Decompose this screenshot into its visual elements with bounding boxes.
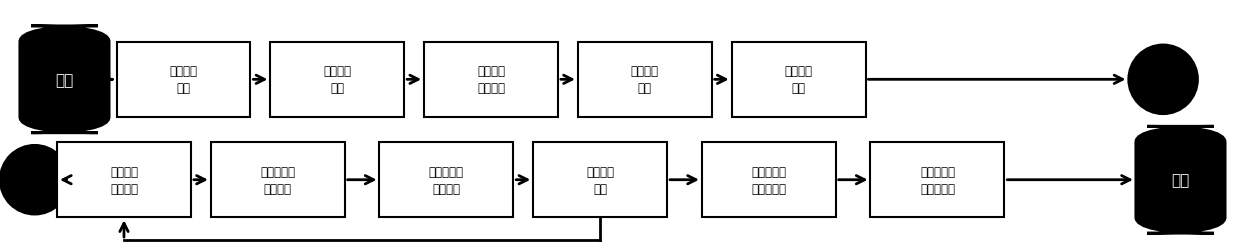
FancyBboxPatch shape	[702, 142, 836, 218]
Ellipse shape	[1128, 46, 1198, 114]
FancyBboxPatch shape	[533, 142, 667, 218]
Text: 选择谐振
拓扑: 选择谐振 拓扑	[631, 65, 658, 95]
Text: 确定线圈
参数: 确定线圈 参数	[324, 65, 351, 95]
FancyBboxPatch shape	[424, 42, 558, 117]
Text: 修改线圈
参数: 修改线圈 参数	[587, 165, 614, 195]
FancyBboxPatch shape	[1136, 127, 1225, 233]
FancyBboxPatch shape	[270, 42, 404, 117]
Text: 开始: 开始	[56, 72, 73, 88]
Text: 绘制电磁
辐射模型: 绘制电磁 辐射模型	[477, 65, 505, 95]
Text: 涡流场计算
电感阻抗: 涡流场计算 电感阻抗	[260, 165, 295, 195]
FancyBboxPatch shape	[117, 42, 250, 117]
FancyBboxPatch shape	[20, 27, 109, 133]
FancyBboxPatch shape	[211, 142, 345, 218]
Text: 绘制耦合
电路: 绘制耦合 电路	[785, 65, 812, 95]
Text: 确定系统
参数: 确定系统 参数	[170, 65, 197, 95]
Text: 对比分析仿
真仿真结果: 对比分析仿 真仿真结果	[751, 165, 786, 195]
Text: 静磁场计
算电感值: 静磁场计 算电感值	[110, 165, 138, 195]
Text: 结束: 结束	[1172, 172, 1189, 188]
Text: 提出电磁辐
射抑制建议: 提出电磁辐 射抑制建议	[920, 165, 955, 195]
FancyBboxPatch shape	[57, 142, 191, 218]
FancyBboxPatch shape	[732, 42, 866, 117]
Ellipse shape	[0, 146, 69, 214]
FancyBboxPatch shape	[578, 42, 712, 117]
FancyBboxPatch shape	[379, 142, 513, 218]
FancyBboxPatch shape	[870, 142, 1004, 218]
Text: 瞬态场仿真
电磁辐射: 瞬态场仿真 电磁辐射	[429, 165, 464, 195]
